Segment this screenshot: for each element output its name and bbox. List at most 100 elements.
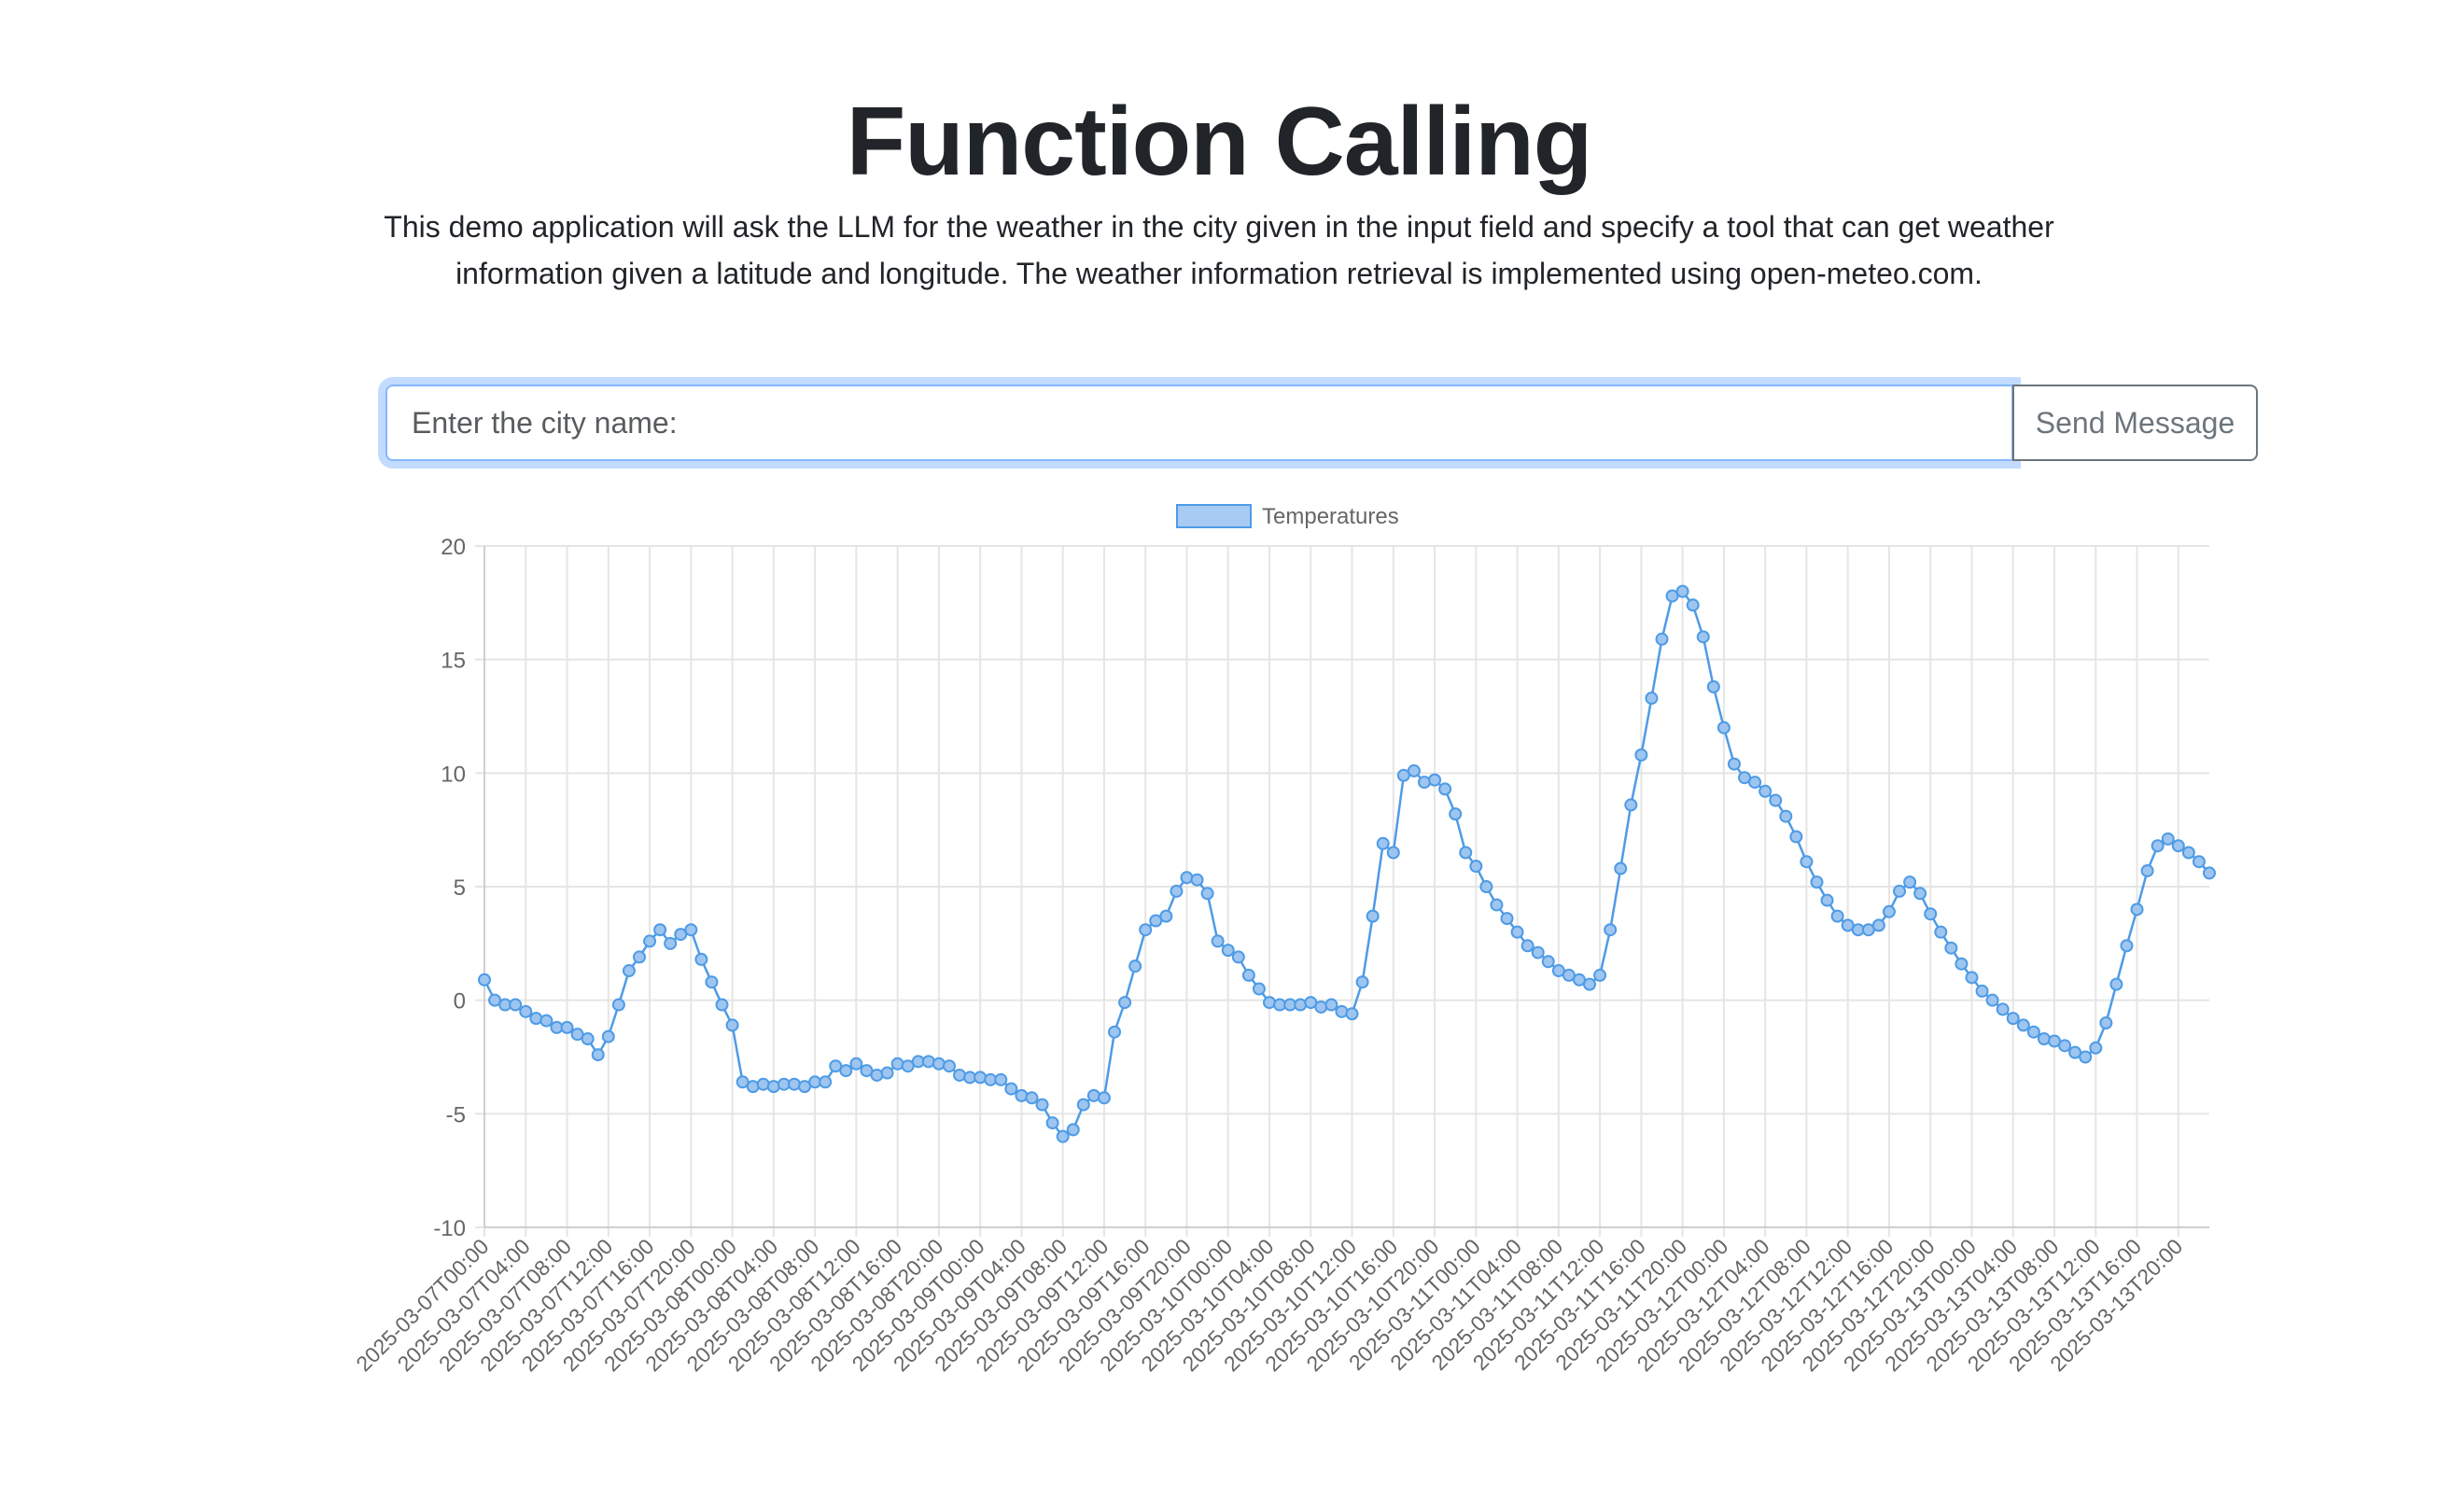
- data-point: [1645, 692, 1659, 706]
- data-point: [1985, 993, 1999, 1007]
- x-tick-label: 2025-03-13T00:00: [1839, 1234, 1981, 1376]
- data-point: [653, 923, 667, 937]
- data-point: [1263, 996, 1277, 1010]
- x-tick-label: 2025-03-13T08:00: [1921, 1234, 2063, 1376]
- data-point: [1200, 887, 1214, 901]
- data-point: [2171, 839, 2185, 853]
- data-point: [798, 1080, 812, 1094]
- page-title: Function Calling: [846, 88, 1593, 196]
- data-point: [1769, 793, 1783, 807]
- data-point: [1283, 998, 1297, 1012]
- x-tick-label: 2025-03-07T08:00: [434, 1234, 576, 1376]
- data-point: [932, 1057, 946, 1071]
- data-point: [1593, 968, 1607, 982]
- data-point: [736, 1075, 750, 1089]
- data-point: [890, 1057, 904, 1071]
- data-point: [1273, 998, 1287, 1012]
- data-point: [1903, 875, 1917, 889]
- data-point: [725, 1018, 739, 1032]
- data-point: [2203, 866, 2216, 880]
- data-point: [2192, 855, 2206, 869]
- data-point: [1520, 939, 1534, 953]
- data-point: [1965, 971, 1979, 985]
- y-tick-label: 0: [454, 989, 466, 1015]
- data-point: [1159, 909, 1173, 923]
- data-point: [1996, 1002, 2010, 1016]
- x-tick-label: 2025-03-13T12:00: [1963, 1234, 2105, 1376]
- city-input[interactable]: [385, 385, 2013, 461]
- data-point: [1479, 880, 1493, 893]
- x-tick-label: 2025-03-13T04:00: [1880, 1234, 2022, 1376]
- data-point: [550, 1020, 564, 1034]
- data-point: [1025, 1091, 1039, 1105]
- data-point: [1015, 1088, 1029, 1102]
- data-point: [901, 1059, 915, 1073]
- data-point: [1716, 721, 1730, 735]
- data-point: [2120, 939, 2134, 953]
- x-tick-label: 2025-03-09T20:00: [1054, 1234, 1196, 1376]
- data-point: [1800, 855, 1814, 869]
- data-point: [860, 1064, 874, 1078]
- y-tick-label: 15: [441, 649, 466, 674]
- x-tick-label: 2025-03-11T04:00: [1385, 1234, 1526, 1375]
- chart-axes: [483, 546, 2209, 1228]
- data-point: [1686, 598, 1700, 612]
- y-tick-label: 5: [454, 875, 466, 901]
- data-point: [1748, 776, 1762, 790]
- data-point: [1861, 923, 1875, 937]
- data-point: [1665, 589, 1679, 603]
- x-tick-label: 2025-03-11T20:00: [1550, 1234, 1691, 1375]
- x-tick-label: 2025-03-11T16:00: [1509, 1234, 1650, 1375]
- city-input-group: Send Message: [385, 385, 2259, 461]
- x-tick-label: 2025-03-10T20:00: [1301, 1234, 1443, 1376]
- data-point: [870, 1068, 884, 1082]
- data-point: [974, 1071, 988, 1085]
- x-tick-label: 2025-03-12T08:00: [1674, 1234, 1815, 1376]
- x-tick-label: 2025-03-08T20:00: [806, 1234, 947, 1376]
- data-point: [1231, 950, 1245, 964]
- data-point: [746, 1080, 760, 1094]
- x-tick-label: 2025-03-13T20:00: [2045, 1234, 2187, 1376]
- chart-grid: [475, 545, 2209, 1237]
- data-point: [1706, 679, 1720, 693]
- data-point: [1170, 884, 1184, 898]
- send-message-button[interactable]: Send Message: [2012, 385, 2258, 461]
- data-point: [529, 1012, 543, 1026]
- x-tick-label: 2025-03-07T12:00: [475, 1234, 617, 1376]
- legend-swatch[interactable]: [1176, 504, 1252, 528]
- data-point: [498, 998, 512, 1012]
- x-tick-label: 2025-03-07T16:00: [516, 1234, 658, 1376]
- data-point: [1624, 798, 1638, 812]
- data-point: [1934, 925, 1948, 939]
- data-point: [766, 1080, 780, 1094]
- data-point: [839, 1064, 853, 1078]
- data-point: [2140, 863, 2154, 877]
- x-tick-label: 2025-03-11T12:00: [1468, 1234, 1609, 1375]
- data-point: [1396, 768, 1410, 782]
- data-point: [1562, 968, 1576, 982]
- data-point: [1438, 782, 1452, 796]
- x-tick-label: 2025-03-08T12:00: [723, 1234, 865, 1376]
- data-point: [1086, 1088, 1100, 1102]
- data-point: [1056, 1129, 1070, 1143]
- data-point: [1294, 998, 1308, 1012]
- data-point: [1551, 964, 1565, 978]
- data-point: [994, 1072, 1008, 1086]
- x-tick-label: 2025-03-08T00:00: [599, 1234, 741, 1376]
- data-point: [2068, 1045, 2082, 1059]
- data-point: [674, 928, 688, 942]
- series-temperatures: [478, 584, 2216, 1143]
- data-point: [1841, 918, 1855, 932]
- data-point: [2109, 977, 2123, 991]
- data-point: [1355, 975, 1369, 989]
- x-tick-label: 2025-03-07T20:00: [558, 1234, 700, 1376]
- data-point: [1366, 909, 1380, 923]
- data-point: [591, 1048, 605, 1062]
- data-point: [1376, 836, 1390, 850]
- data-point: [1727, 757, 1741, 771]
- data-point: [1076, 1098, 1090, 1112]
- data-point: [1541, 955, 1555, 969]
- data-point: [1675, 584, 1689, 598]
- data-point: [2079, 1050, 2093, 1064]
- data-point: [2037, 1032, 2051, 1046]
